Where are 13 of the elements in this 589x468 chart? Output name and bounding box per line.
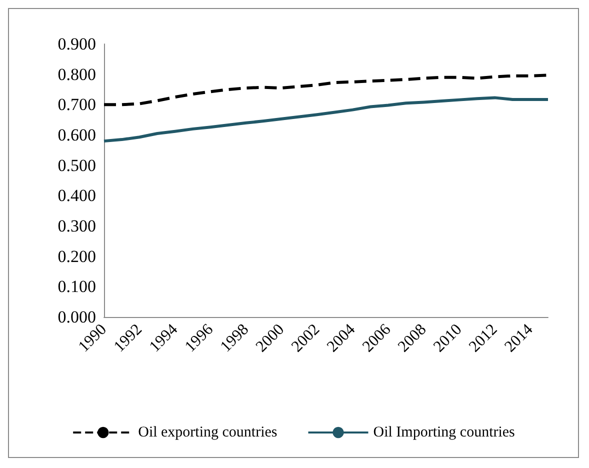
y-tick-label: 0.700	[58, 95, 96, 114]
y-tick-label: 0.600	[58, 126, 96, 144]
y-tick-label: 0.800	[58, 64, 96, 84]
line-series	[102, 96, 550, 143]
y-tick-label: 0.100	[58, 277, 96, 296]
y-tick-label: 0.000	[58, 308, 96, 326]
legend-label: Oil exporting countries	[138, 424, 278, 440]
y-tick-label: 0.200	[58, 246, 96, 266]
y-tick-label: 0.500	[58, 156, 96, 175]
y-tick-label: 0.900	[58, 34, 96, 54]
y-tick-label: 0.300	[58, 216, 96, 236]
legend-label: Oil Importing countries	[373, 424, 516, 440]
y-tick-label: 0.400	[58, 186, 96, 206]
